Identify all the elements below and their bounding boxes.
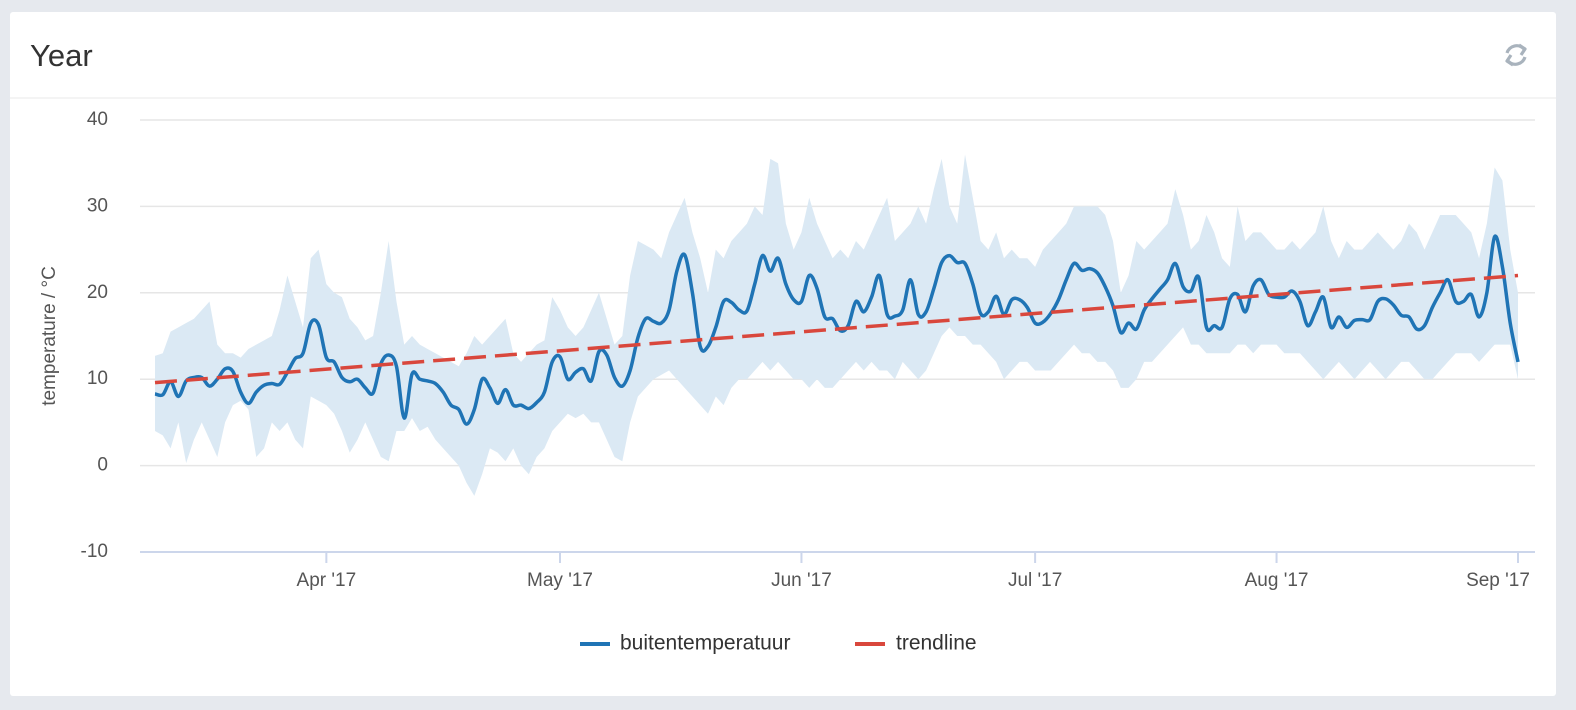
y-tick-label: 40 — [87, 109, 108, 130]
y-tick-label: -10 — [81, 541, 108, 562]
x-tick-label: Jul '17 — [1008, 570, 1062, 591]
y-tick-label: 10 — [87, 368, 108, 389]
y-tick-label: 20 — [87, 282, 108, 303]
legend-label: buitentemperatuur — [620, 632, 790, 655]
x-tick-label: Aug '17 — [1245, 570, 1309, 591]
x-tick-label: May '17 — [527, 570, 593, 591]
x-tick-label: Apr '17 — [297, 570, 357, 591]
y-tick-label: 30 — [87, 195, 108, 216]
refresh-icon[interactable] — [1505, 43, 1527, 67]
card-title: Year — [30, 38, 93, 73]
x-tick-label: Sep '17 — [1466, 570, 1530, 591]
series-line — [154, 234, 1520, 426]
x-tick-label: Jun '17 — [771, 570, 832, 591]
y-tick-label: 0 — [97, 455, 108, 476]
legend-label: trendline — [896, 632, 977, 655]
y-axis-label: temperature / °C — [39, 266, 60, 406]
trendline — [154, 273, 1519, 385]
